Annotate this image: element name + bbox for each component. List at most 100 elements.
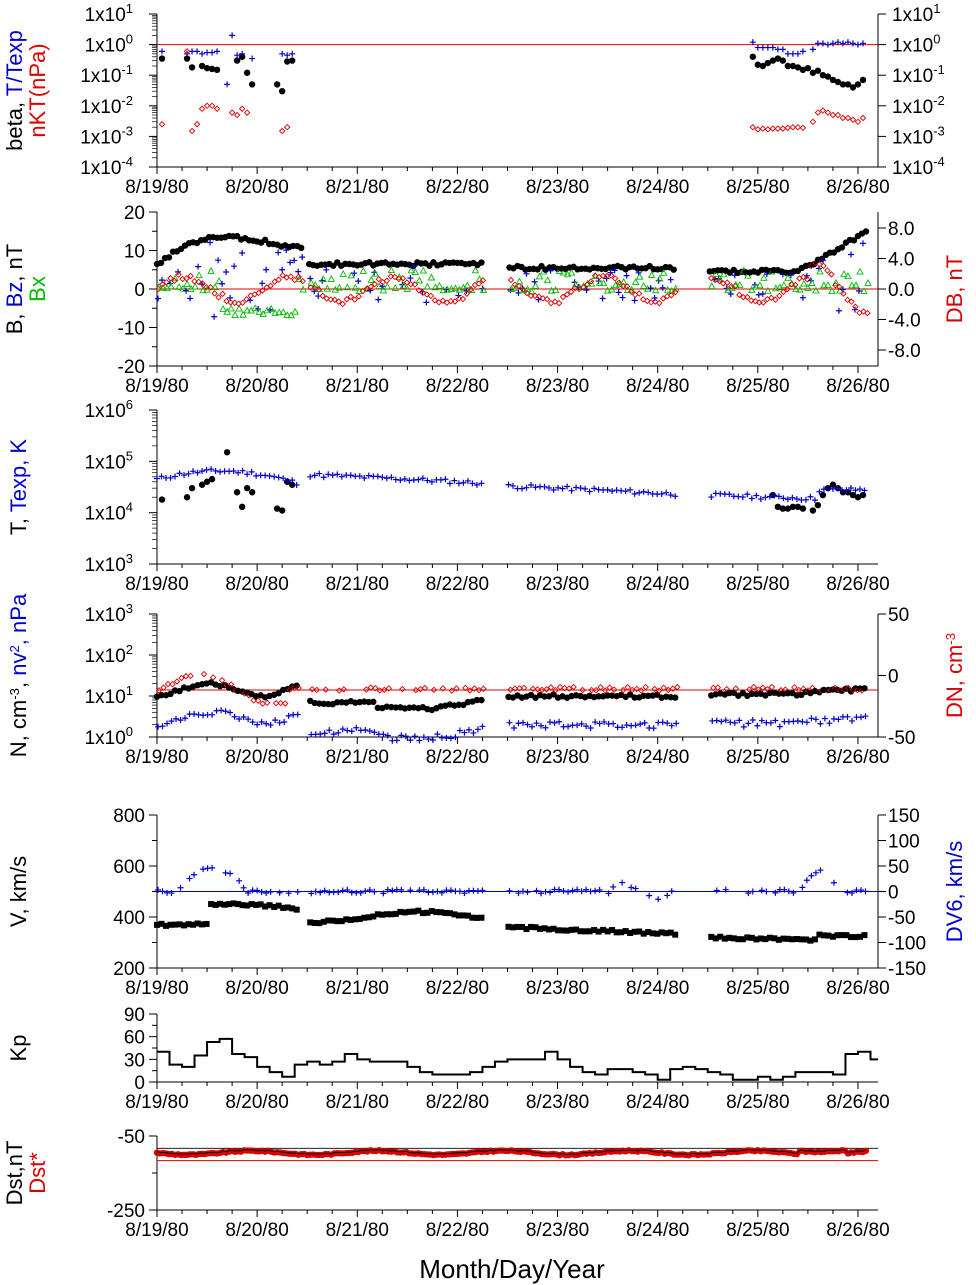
y-tick-label: 400: [113, 908, 145, 929]
point-DB: [383, 277, 391, 285]
point-DN: [768, 683, 776, 691]
point-Bx: [808, 279, 816, 286]
point-DV6: [722, 886, 729, 893]
point-V: [591, 927, 598, 934]
point-DB: [824, 267, 831, 274]
point-T: [849, 491, 857, 499]
point-Texp: [528, 482, 535, 489]
point-DV6: [592, 887, 599, 894]
point-DV6: [168, 890, 175, 897]
point-Texp: [194, 469, 201, 476]
point-DV6: [209, 864, 216, 871]
point-nv2: [276, 719, 283, 726]
point-V: [343, 916, 350, 923]
point-nv2: [754, 722, 761, 729]
point-V: [735, 936, 742, 943]
point-V: [627, 929, 634, 936]
x-tick-label: 8/21/80: [326, 376, 389, 397]
point-T: [774, 503, 782, 511]
point-Texp: [325, 471, 332, 478]
point-Bx: [195, 271, 203, 279]
x-tick-label: 8/22/80: [426, 978, 489, 999]
point-nv2: [533, 720, 540, 727]
x-axis-label: Month/Day/Year: [419, 1254, 605, 1284]
point-Bz: [835, 307, 842, 314]
point-Texp: [816, 488, 823, 495]
point-V: [780, 935, 787, 942]
point-DN: [588, 686, 595, 694]
point-B: [157, 259, 165, 267]
point-nv2: [578, 720, 585, 727]
point-V: [532, 924, 539, 931]
point-Texp: [780, 495, 787, 502]
point-Bz: [535, 296, 542, 303]
point-nv2: [177, 717, 184, 724]
point-Bx: [223, 307, 231, 315]
point-Bx: [227, 304, 235, 312]
point-DV6: [456, 888, 463, 895]
point-nv2: [601, 718, 608, 725]
point-DN: [606, 684, 613, 691]
point-Bx: [848, 281, 856, 289]
point-Bx: [856, 267, 864, 275]
point-V: [568, 926, 575, 933]
point-Bz: [615, 289, 622, 296]
point-nv2: [826, 720, 833, 727]
point-DB: [583, 281, 591, 288]
point-Texp: [847, 485, 854, 492]
point-Texp: [446, 480, 453, 487]
tick-exponent: -3: [121, 123, 133, 138]
data-marks: [153, 1147, 870, 1159]
point-N: [334, 699, 341, 706]
tick-exponent: 6: [126, 397, 133, 412]
point-Texp: [167, 474, 174, 481]
point-nkT: [819, 107, 827, 114]
point-V: [645, 929, 652, 936]
point-nv2: [619, 724, 626, 731]
point-T/Texp: [764, 44, 771, 51]
point-nkT: [198, 105, 206, 113]
x-tick-label: 8/25/80: [726, 574, 789, 595]
point-T: [784, 505, 792, 512]
point-Bz: [407, 275, 414, 282]
point-Bx: [511, 284, 520, 292]
point-beta: [779, 57, 787, 64]
point-nv2: [547, 719, 554, 726]
point-DN: [710, 684, 717, 692]
ylabel-part: , nPa: [6, 593, 31, 645]
point-nv2: [254, 721, 261, 728]
point-DB: [351, 296, 359, 303]
point-Texp: [230, 467, 237, 474]
point-V: [509, 924, 516, 931]
point-DN: [610, 686, 618, 693]
point-Texp: [505, 481, 512, 488]
point-DB: [447, 297, 455, 305]
point-DB: [415, 287, 423, 294]
point-Bx: [764, 286, 772, 294]
point-nv2: [452, 734, 459, 741]
point-T/Texp: [224, 81, 231, 88]
point-DB: [355, 293, 363, 300]
point-T/Texp: [774, 46, 781, 53]
point-DB: [419, 289, 427, 297]
point-Bz: [291, 257, 298, 264]
point-DB: [780, 288, 787, 296]
point-nv2: [524, 721, 531, 728]
point-DN: [624, 684, 631, 691]
point-V: [284, 904, 291, 911]
point-DV6: [245, 890, 252, 897]
point-N: [320, 700, 327, 708]
point-Bz: [583, 287, 590, 294]
point-DB: [563, 291, 571, 298]
right-tick-label: 0: [888, 667, 899, 688]
point-Texp: [289, 477, 296, 484]
point-beta: [774, 55, 782, 62]
point-T/Texp: [794, 50, 801, 57]
point-Bx: [191, 282, 199, 290]
point-Bz: [215, 257, 222, 264]
point-N: [473, 696, 481, 704]
point-Bx: [403, 285, 412, 292]
point-DB: [820, 262, 827, 270]
point-V: [811, 936, 818, 943]
point-DV6: [763, 888, 770, 895]
